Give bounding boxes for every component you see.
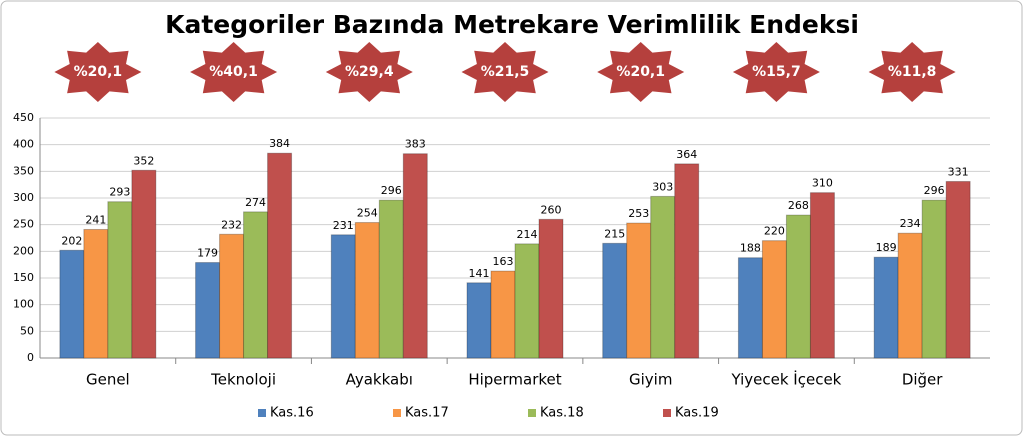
bar	[674, 163, 700, 359]
value-label: 189	[876, 241, 897, 254]
legend-swatch	[258, 409, 266, 417]
value-label: 253	[628, 207, 649, 220]
annotation-badge	[325, 42, 413, 102]
value-label: 296	[381, 184, 402, 197]
annotation-badge	[190, 42, 278, 102]
bar	[809, 192, 835, 359]
value-label: 202	[61, 234, 82, 247]
annotation: %20,1	[616, 64, 665, 80]
value-label: 293	[109, 186, 130, 199]
x-tick-label: Teknoloji	[210, 371, 276, 389]
bar	[267, 152, 293, 359]
bar	[602, 242, 628, 359]
value-label: 220	[764, 225, 785, 238]
value-label: 214	[517, 228, 538, 241]
value-label: 352	[133, 154, 154, 167]
value-label: 232	[221, 218, 242, 231]
value-label: 231	[333, 219, 354, 232]
value-label: 303	[652, 180, 673, 193]
value-label: 274	[245, 196, 266, 209]
value-label: 310	[812, 177, 833, 190]
x-tick-label: Diğer	[902, 371, 943, 389]
legend-swatch	[393, 409, 401, 417]
bar	[737, 257, 763, 359]
value-label: 215	[604, 227, 625, 240]
annotation: %29,4	[345, 64, 394, 80]
value-label: 254	[357, 207, 378, 220]
bar	[921, 199, 947, 359]
value-label: 241	[85, 213, 106, 226]
bar	[626, 222, 652, 359]
value-label: 188	[740, 242, 761, 255]
bar	[378, 199, 404, 359]
bar	[330, 234, 356, 359]
y-tick-label: 150	[13, 271, 34, 284]
annotation-badge	[597, 42, 685, 102]
y-tick-label: 0	[27, 351, 34, 364]
value-label: 141	[469, 267, 490, 280]
y-tick-label: 250	[13, 218, 34, 231]
bar	[195, 262, 221, 359]
value-label: 384	[269, 137, 290, 150]
value-label: 260	[541, 203, 562, 216]
annotation: %40,1	[209, 64, 258, 80]
value-label: 296	[924, 184, 945, 197]
value-label: 331	[948, 165, 969, 178]
x-tick-label: Genel	[86, 371, 130, 389]
bar	[650, 195, 676, 359]
y-tick-label: 350	[13, 164, 34, 177]
y-tick-label: 300	[13, 191, 34, 204]
annotation-badge	[461, 42, 549, 102]
bar	[354, 222, 380, 359]
bar	[466, 282, 492, 359]
legend-label: Kas.18	[540, 406, 584, 421]
bar	[945, 180, 971, 359]
bar	[402, 153, 428, 359]
bar	[785, 214, 811, 359]
value-label: 364	[676, 148, 697, 161]
annotation: %15,7	[752, 64, 801, 80]
annotation-badge	[732, 42, 820, 102]
bar	[514, 243, 540, 359]
legend-label: Kas.19	[675, 406, 719, 421]
y-tick-label: 50	[20, 324, 34, 337]
x-tick-label: Hipermarket	[468, 371, 561, 389]
bar	[490, 270, 516, 359]
y-tick-label: 450	[13, 111, 34, 124]
value-label: 268	[788, 199, 809, 212]
value-label: 179	[197, 247, 218, 260]
bar	[83, 228, 109, 359]
annotation-badge	[868, 42, 956, 102]
legend-swatch	[528, 409, 536, 417]
bar	[873, 256, 899, 359]
x-tick-label: Ayakkabı	[346, 371, 413, 389]
x-tick-label: Giyim	[629, 371, 672, 389]
bar	[243, 211, 269, 359]
bar	[131, 169, 157, 359]
chart-title: Kategoriler Bazında Metrekare Verimlilik…	[165, 10, 859, 39]
x-tick-label: Yiyecek İçecek	[730, 370, 841, 389]
value-label: 163	[493, 255, 514, 268]
annotation: %20,1	[74, 64, 123, 80]
annotation-badge	[54, 42, 142, 102]
bar	[761, 240, 787, 359]
value-label: 383	[405, 138, 426, 151]
annotation: %21,5	[481, 64, 530, 80]
y-tick-label: 400	[13, 138, 34, 151]
legend-swatch	[663, 409, 671, 417]
y-tick-label: 100	[13, 298, 34, 311]
bar	[538, 218, 564, 359]
legend-label: Kas.17	[405, 406, 449, 421]
legend-label: Kas.16	[270, 406, 314, 421]
annotation: %11,8	[888, 64, 937, 80]
bar	[107, 201, 133, 359]
bar	[59, 249, 85, 359]
y-tick-label: 200	[13, 244, 34, 257]
value-label: 234	[900, 217, 921, 230]
bar	[219, 233, 245, 359]
bar	[897, 232, 923, 359]
